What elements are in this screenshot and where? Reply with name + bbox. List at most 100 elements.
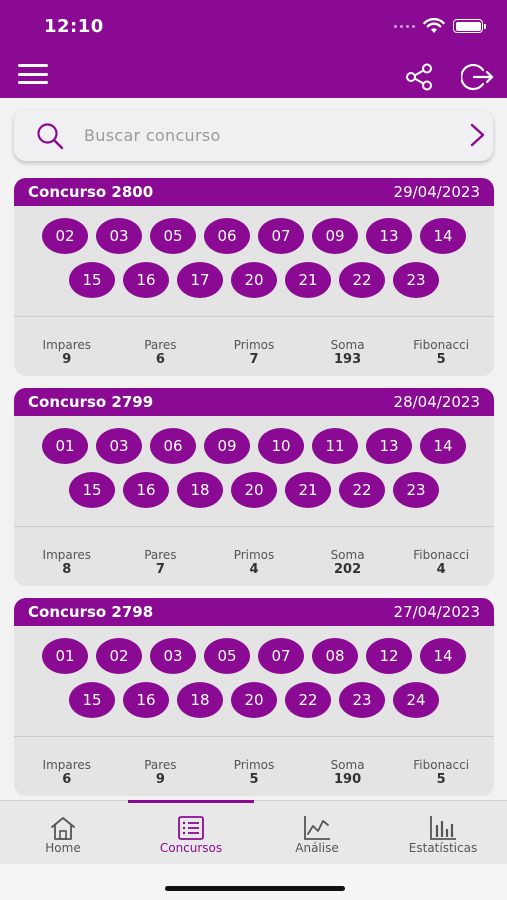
number-ball[interactable]: 07 <box>258 218 304 254</box>
number-ball[interactable]: 07 <box>258 638 304 674</box>
stat-value: 6 <box>155 352 165 367</box>
draw-title: Concurso 2798 <box>28 603 154 621</box>
number-ball[interactable]: 22 <box>339 262 385 298</box>
tab-label: Análise <box>295 841 339 855</box>
number-ball[interactable]: 13 <box>366 428 412 464</box>
stat-impares: Impares 9 <box>20 317 114 368</box>
draw-numbers: 02 03 05 06 07 09 13 14 15 16 17 20 21 2… <box>14 206 494 316</box>
number-ball[interactable]: 13 <box>366 218 412 254</box>
number-ball[interactable]: 02 <box>96 638 142 674</box>
stat-value: 6 <box>62 772 72 787</box>
signal-icon <box>394 24 415 28</box>
stat-label: Pares <box>144 338 177 352</box>
number-ball[interactable]: 16 <box>123 682 169 718</box>
number-ball[interactable]: 02 <box>42 218 88 254</box>
number-ball[interactable]: 05 <box>204 638 250 674</box>
chart-line-icon <box>304 816 330 840</box>
draw-card[interactable]: Concurso 2799 28/04/2023 01 03 06 09 10 … <box>14 388 494 586</box>
chevron-right-icon[interactable] <box>464 122 490 148</box>
number-ball[interactable]: 20 <box>231 472 277 508</box>
number-ball[interactable]: 22 <box>339 472 385 508</box>
number-ball[interactable]: 23 <box>393 262 439 298</box>
number-ball[interactable]: 09 <box>204 428 250 464</box>
home-indicator <box>165 886 345 891</box>
number-ball[interactable]: 23 <box>339 682 385 718</box>
draw-stats: Impares 9 Pares 6 Primos 7 Soma 193 Fibonacc… <box>14 317 494 368</box>
stat-soma: Soma 202 <box>301 527 395 578</box>
number-ball[interactable]: 06 <box>204 218 250 254</box>
tab-label: Concursos <box>159 841 223 855</box>
number-ball[interactable]: 08 <box>312 638 358 674</box>
draw-card[interactable]: Concurso 2798 27/04/2023 01 02 03 05 07 … <box>14 598 494 796</box>
number-ball[interactable]: 17 <box>177 262 223 298</box>
wifi-icon <box>423 18 445 33</box>
stat-label: Fibonacci <box>413 338 470 352</box>
number-ball[interactable]: 22 <box>285 682 331 718</box>
tab-estatisticas[interactable]: Estatísticas <box>380 801 506 865</box>
stat-value: 4 <box>436 562 446 577</box>
number-ball[interactable]: 15 <box>69 262 115 298</box>
status-time: 12:10 <box>44 16 104 37</box>
tab-home[interactable]: Home <box>0 801 126 865</box>
number-ball[interactable]: 20 <box>231 682 277 718</box>
number-ball[interactable]: 05 <box>150 218 196 254</box>
search-input[interactable] <box>80 118 440 152</box>
draw-card[interactable]: Concurso 2800 29/04/2023 02 03 05 06 07 … <box>14 178 494 376</box>
number-ball[interactable]: 09 <box>312 218 358 254</box>
stat-value: 5 <box>249 772 259 787</box>
number-ball[interactable]: 14 <box>420 218 466 254</box>
stat-label: Pares <box>144 758 177 772</box>
number-ball[interactable]: 12 <box>366 638 412 674</box>
number-ball[interactable]: 01 <box>42 428 88 464</box>
menu-button[interactable] <box>18 64 48 84</box>
stat-value: 8 <box>62 562 72 577</box>
stat-impares: Impares 6 <box>20 737 114 788</box>
list-icon <box>178 816 204 840</box>
stat-primos: Primos 4 <box>207 527 301 578</box>
stat-label: Primos <box>233 548 275 562</box>
logout-icon[interactable] <box>461 61 495 93</box>
stat-fibonacci: Fibonacci 5 <box>394 737 488 788</box>
app-header: 12:10 <box>0 0 507 98</box>
number-ball[interactable]: 21 <box>285 262 331 298</box>
number-ball[interactable]: 16 <box>123 472 169 508</box>
number-ball[interactable]: 03 <box>96 218 142 254</box>
tab-concursos[interactable]: Concursos <box>128 801 254 865</box>
number-ball[interactable]: 15 <box>69 682 115 718</box>
number-ball[interactable]: 21 <box>285 472 331 508</box>
number-ball[interactable]: 06 <box>150 428 196 464</box>
number-ball[interactable]: 14 <box>420 428 466 464</box>
share-icon[interactable] <box>404 62 434 92</box>
bottom-safe-area <box>0 864 507 900</box>
number-ball[interactable]: 03 <box>96 428 142 464</box>
draw-title: Concurso 2800 <box>28 183 154 201</box>
stat-label: Soma <box>330 548 365 562</box>
number-ball[interactable]: 15 <box>69 472 115 508</box>
stat-fibonacci: Fibonacci 5 <box>394 317 488 368</box>
stat-value: 9 <box>62 352 72 367</box>
stat-soma: Soma 190 <box>301 737 395 788</box>
stat-value: 5 <box>436 772 446 787</box>
number-ball[interactable]: 11 <box>312 428 358 464</box>
tab-analise[interactable]: Análise <box>254 801 380 865</box>
number-ball[interactable]: 18 <box>177 682 223 718</box>
number-ball[interactable]: 23 <box>393 472 439 508</box>
number-ball[interactable]: 24 <box>393 682 439 718</box>
stat-label: Impares <box>42 338 92 352</box>
number-ball[interactable]: 03 <box>150 638 196 674</box>
draw-stats: Impares 8 Pares 7 Primos 4 Soma 202 Fibonacc… <box>14 527 494 578</box>
number-ball[interactable]: 18 <box>177 472 223 508</box>
number-ball[interactable]: 14 <box>420 638 466 674</box>
stat-label: Soma <box>330 758 365 772</box>
divider <box>14 316 494 317</box>
number-ball[interactable]: 01 <box>42 638 88 674</box>
draw-date: 27/04/2023 <box>393 603 480 621</box>
draw-card-header: Concurso 2800 29/04/2023 <box>14 178 494 206</box>
stat-pares: Pares 6 <box>114 317 208 368</box>
number-ball[interactable]: 10 <box>258 428 304 464</box>
number-ball[interactable]: 16 <box>123 262 169 298</box>
stat-value: 7 <box>155 562 165 577</box>
number-ball[interactable]: 20 <box>231 262 277 298</box>
divider <box>14 526 494 527</box>
divider <box>14 736 494 737</box>
